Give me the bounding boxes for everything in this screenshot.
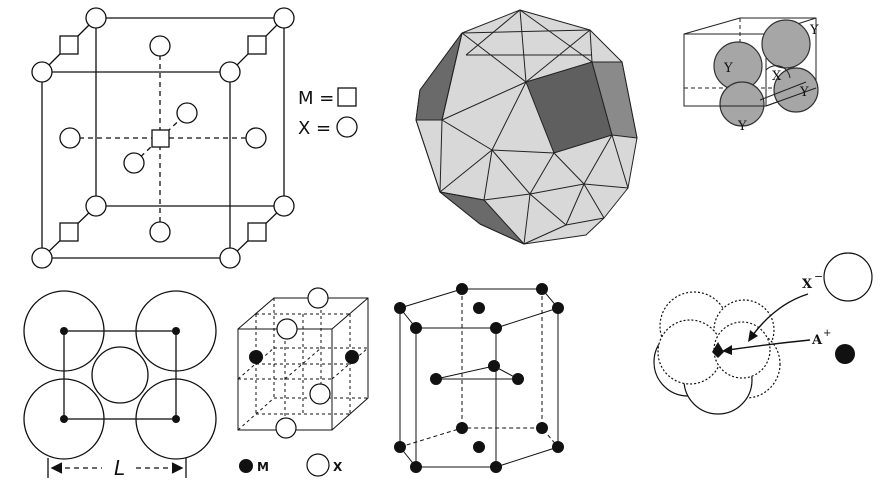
legend-panel-5: M X	[239, 453, 343, 477]
legend-m-label: M =	[298, 88, 334, 109]
anion-label: X	[802, 277, 813, 292]
cation-arrow-head	[722, 345, 732, 355]
sphere-label-y-right: Y	[799, 85, 809, 100]
sphere-label-y-left: Y	[723, 61, 733, 76]
cation-label: A	[811, 333, 823, 348]
legend-m-text: M	[257, 460, 269, 474]
dimension-label-l: L	[114, 456, 125, 480]
facet-lines	[415, 9, 629, 245]
panel-subdivided-cube	[237, 287, 369, 439]
cation-arrow	[727, 339, 811, 351]
sphere-label-y-top: Y	[809, 23, 819, 38]
sphere-label-x-center: X	[772, 69, 782, 84]
sub-cube-dashed-grid	[237, 298, 369, 431]
cation-charge: +	[823, 328, 831, 339]
grey-spheres	[713, 19, 819, 127]
interstitial-site	[712, 342, 724, 358]
cell-corner-dots	[60, 327, 180, 423]
sub-cube-x-atoms	[275, 287, 331, 439]
panel-polyhedron	[415, 9, 638, 245]
legend-x-ring	[306, 453, 330, 477]
dimension-arrow	[47, 458, 187, 478]
hex-atoms	[394, 283, 564, 473]
anion-charge: −	[814, 270, 823, 283]
panel-sphere-cube: Y Y X Y Y	[683, 17, 819, 134]
panel-hexagonal-prism	[394, 283, 564, 473]
hex-bottom-face	[399, 427, 559, 468]
anion-arrow-head	[748, 330, 758, 342]
x-atoms	[31, 7, 295, 269]
sub-cube-m-atoms	[249, 350, 359, 364]
square-cell	[63, 330, 177, 420]
panel-7-annotations: X − A +	[722, 252, 873, 364]
legend-m-square	[337, 87, 357, 107]
legend-x-circle	[336, 116, 358, 138]
panel-square-packing	[23, 290, 217, 478]
panel-cube-mx	[31, 7, 295, 269]
cation-sphere	[835, 344, 855, 364]
m-atoms	[59, 35, 267, 242]
panel-anion-cluster	[653, 291, 781, 415]
legend-panel-1: M = X =	[298, 87, 358, 139]
outer-cube-edges	[41, 17, 285, 259]
legend-m-dot	[239, 459, 253, 473]
hex-vertical-edges	[399, 289, 559, 467]
sphere-cube-front	[684, 65, 817, 107]
anion-arrow	[751, 293, 809, 337]
legend-x-label: X =	[298, 118, 331, 139]
hex-midplane-triangle	[435, 365, 519, 380]
sphere-label-y-bottom: Y	[737, 119, 747, 134]
legend-x-text: X	[333, 460, 343, 474]
anion-sphere	[823, 252, 873, 302]
